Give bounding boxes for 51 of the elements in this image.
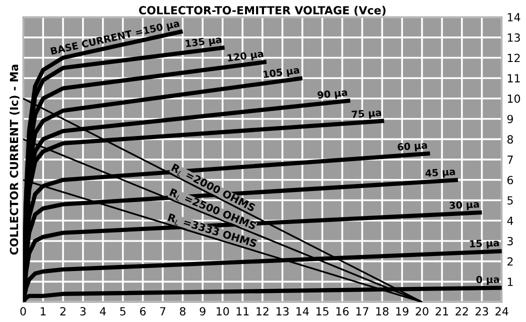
x-tick-label: 17: [356, 307, 368, 316]
x-tick-label: 4: [100, 307, 106, 316]
x-tick-label: 20: [416, 307, 428, 316]
y-tick-label: 7: [508, 156, 513, 164]
x-tick-label: 11: [236, 307, 249, 316]
x-tick-label: 18: [376, 307, 388, 316]
x-axis-title: COLLECTOR-TO-EMITTER VOLTAGE (Vce): [139, 6, 386, 16]
x-tick-label: 14: [296, 307, 309, 316]
x-tick-label: 10: [216, 307, 229, 316]
y-tick-label: 2: [507, 257, 513, 266]
series-label: 0 µa: [476, 276, 500, 286]
series-label: 75 µa: [352, 108, 382, 120]
x-tick-label: 23: [476, 307, 488, 316]
x-tick-label: 19: [396, 307, 408, 316]
y-tick-label: 3: [508, 236, 513, 246]
y-axis-title: COLLECTOR CURRENT (Ic) - Ma: [10, 64, 20, 255]
y-tick-label: 11: [508, 74, 520, 82]
x-tick-label: 5: [120, 307, 126, 316]
x-tick-label: 6: [140, 307, 146, 316]
x-tick-label: 21: [436, 307, 448, 316]
y-tick-label: 1: [508, 278, 513, 286]
y-tick-label: 12: [508, 54, 520, 62]
x-tick-label: 13: [276, 307, 289, 316]
x-tick-label: 7: [160, 307, 166, 316]
y-tick-label: 9: [507, 114, 513, 124]
series-label: 45 µa: [425, 168, 456, 179]
x-tick-label: 9: [200, 307, 206, 316]
text: 135 µa: [185, 36, 222, 50]
x-tick-label: 24: [496, 307, 508, 316]
y-tick-label: 6: [507, 176, 514, 184]
y-tick-label: 13: [508, 33, 520, 42]
x-tick-label: 3: [80, 307, 86, 316]
x-tick-label: 22: [456, 307, 468, 316]
y-tick-label: 5: [508, 196, 513, 205]
y-tick-label: 10: [508, 94, 520, 103]
series-label: 60 µa: [397, 141, 428, 153]
text: 105 µa: [263, 66, 300, 80]
x-tick-label: 0: [20, 307, 26, 316]
x-tick-label: 16: [336, 307, 349, 316]
text: 120 µa: [227, 50, 264, 64]
x-tick-label: 1: [40, 307, 46, 316]
y-tick-label: 4: [507, 216, 514, 225]
series-label: 30 µa: [449, 200, 480, 211]
text: 90 µa: [317, 88, 348, 101]
x-tick-label: 2: [60, 307, 66, 316]
series-label: 15 µa: [470, 239, 500, 250]
x-tick-label: 12: [256, 307, 268, 316]
x-tick-label: 15: [316, 307, 328, 316]
y-tick-label: 14: [508, 13, 520, 22]
y-tick-label: 8: [507, 135, 513, 144]
x-tick-label: 8: [180, 307, 186, 316]
